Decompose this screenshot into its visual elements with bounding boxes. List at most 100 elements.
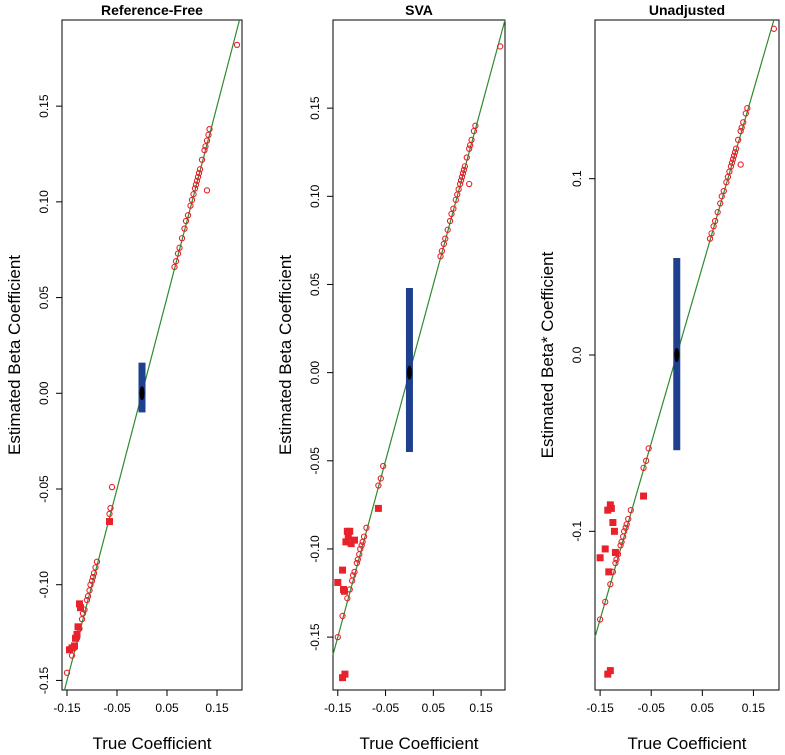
open-point — [459, 170, 467, 177]
open-point — [191, 185, 199, 192]
x-ticks: -0.15 -0.05 0.05 0.15 — [586, 690, 765, 715]
open-point — [627, 507, 634, 514]
y-ticks: -0.1 0.0 0.1 — [570, 170, 595, 542]
filled-point — [341, 670, 349, 678]
filled-point — [609, 519, 617, 526]
open-point — [194, 173, 202, 181]
open-point — [446, 217, 454, 225]
plot-frame — [594, 19, 780, 691]
filled-point — [607, 504, 615, 512]
x-tick-label: -0.15 — [324, 701, 352, 715]
open-point — [198, 156, 206, 163]
x-axis-label: True Coefficient — [92, 734, 211, 753]
open-point — [344, 595, 351, 602]
filled-point — [596, 554, 604, 562]
open-point — [730, 152, 738, 159]
filled-point — [606, 501, 614, 509]
x-tick-label: -0.05 — [372, 701, 400, 715]
open-point — [622, 524, 629, 531]
open-point — [93, 558, 101, 565]
data-marks — [594, 19, 778, 678]
y-tick-label: 0.05 — [37, 286, 51, 310]
y-tick-label: -0.05 — [37, 475, 51, 503]
filled-point — [73, 630, 81, 638]
filled-point — [72, 634, 79, 642]
open-point — [642, 457, 650, 464]
y-tick-label: 0.00 — [308, 361, 322, 385]
y-tick-label: 0.10 — [37, 190, 51, 214]
open-point — [625, 515, 632, 523]
filled-point — [347, 540, 355, 548]
open-point — [182, 217, 190, 225]
x-tick-label: 0.05 — [155, 701, 179, 715]
open-point — [645, 445, 652, 452]
y-tick-label: -0.10 — [308, 535, 322, 563]
open-point — [640, 464, 647, 471]
filled-point — [106, 518, 113, 526]
open-point — [187, 202, 194, 209]
open-point — [617, 542, 624, 549]
y-ticks: -0.15 -0.10 -0.05 0.00 0.05 0.10 0.15 — [37, 94, 62, 694]
open-point — [193, 177, 201, 184]
null-center-mark — [406, 365, 412, 380]
open-point — [463, 154, 470, 161]
open-point — [458, 173, 466, 181]
filled-point — [606, 667, 614, 675]
filled-point — [334, 578, 342, 586]
open-point — [461, 163, 469, 170]
open-point — [184, 212, 192, 219]
open-point — [174, 250, 182, 257]
open-point — [205, 131, 212, 139]
open-point — [448, 210, 455, 218]
panel-title: Reference-Free — [101, 2, 203, 18]
filled-point — [374, 504, 382, 512]
filled-point — [611, 548, 619, 556]
filled-point — [604, 670, 612, 678]
panel-reference-free: Reference-Free True Coefficient Estimate… — [5, 2, 243, 753]
open-point — [358, 542, 365, 549]
y-tick-label: 0.15 — [308, 96, 322, 120]
open-point — [460, 166, 468, 174]
x-axis-label: True Coefficient — [627, 734, 746, 753]
null-center-mark — [674, 348, 680, 362]
open-point — [357, 545, 364, 553]
y-tick-label: -0.05 — [308, 447, 322, 475]
open-point — [78, 616, 86, 623]
open-point — [188, 196, 196, 204]
open-point — [190, 191, 197, 198]
open-point — [92, 564, 99, 571]
open-point — [334, 633, 341, 641]
open-point — [450, 205, 457, 212]
open-point — [711, 217, 719, 225]
open-point — [729, 156, 737, 163]
open-point — [353, 559, 361, 567]
filled-point — [77, 604, 84, 612]
open-point — [737, 161, 744, 168]
open-point — [90, 570, 98, 577]
open-point — [196, 166, 204, 173]
filled-point — [340, 587, 348, 595]
open-point — [181, 225, 188, 232]
open-point — [192, 181, 200, 188]
filled-point — [601, 545, 609, 553]
filled-point — [351, 536, 358, 544]
x-tick-label: -0.15 — [53, 701, 81, 715]
y-axis-label: Estimated Beta* Coefficient — [538, 251, 557, 458]
open-point — [708, 230, 715, 237]
open-point — [770, 25, 778, 32]
y-tick-label: -0.10 — [37, 571, 51, 599]
open-point — [203, 187, 211, 194]
open-point — [206, 125, 213, 133]
y-axis-label: Estimated Beta Coefficient — [276, 255, 295, 455]
open-point — [456, 180, 464, 188]
filled-point — [344, 533, 352, 541]
filled-point — [74, 623, 82, 631]
filled-point — [339, 566, 347, 574]
panel-sva: SVA True Coefficient Estimated Beta Coef… — [276, 2, 506, 753]
open-point — [734, 136, 742, 144]
x-tick-label: -0.05 — [103, 701, 131, 715]
open-point — [63, 669, 71, 676]
filled-point — [605, 568, 613, 576]
x-tick-label: 0.15 — [205, 701, 229, 715]
y-ticks: -0.15 -0.10 -0.05 0.00 0.05 0.10 0.15 — [308, 96, 333, 651]
